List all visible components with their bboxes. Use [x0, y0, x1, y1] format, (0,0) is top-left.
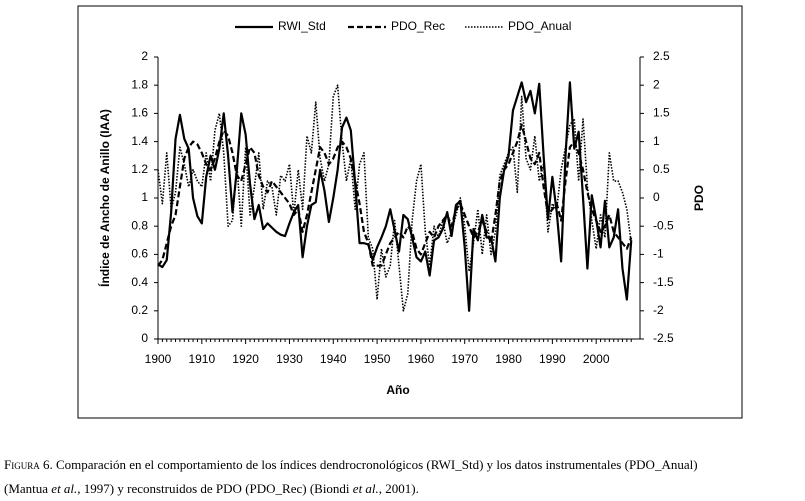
y-tick-label: 2: [141, 49, 148, 63]
x-tick-label: 1900: [145, 352, 172, 366]
series-line: [157, 84, 633, 312]
x-tick-label: 1940: [320, 352, 347, 366]
y2-tick-label: -2: [653, 303, 664, 317]
frame: [77, 5, 743, 419]
y-tick-label: 1: [141, 190, 148, 204]
caption-text: et al.: [353, 481, 379, 496]
y2-tick-label: 1: [653, 134, 660, 148]
legend-label: RWI_Std: [278, 19, 326, 33]
legend-label: PDO_Rec: [391, 19, 445, 33]
x-tick-label: 1910: [188, 352, 215, 366]
caption-text: Figura 6.: [4, 457, 53, 472]
x-tick-label: 1990: [539, 352, 566, 366]
caption-line: Figura 6. Comparación en el comportamien…: [4, 457, 698, 472]
y-tick-label: 1.4: [131, 134, 148, 148]
y2-axis-title: PDO: [692, 185, 706, 211]
y-tick-label: 0: [141, 331, 148, 345]
y-tick-label: 0.8: [131, 218, 148, 232]
x-tick-label: 1960: [408, 352, 435, 366]
legend-label: PDO_Anual: [508, 19, 571, 33]
y2-tick-label: -0.5: [653, 218, 674, 232]
x-tick-label: 1950: [364, 352, 391, 366]
x-axis-title: Año: [386, 383, 409, 397]
caption-text: (Mantua: [4, 481, 51, 496]
caption-text: Comparación en el comportamiento de los …: [53, 457, 698, 472]
y-tick-label: 0.4: [131, 275, 148, 289]
y2-tick-label: 0.5: [653, 162, 670, 176]
x-tick-label: 1980: [495, 352, 522, 366]
y-tick-label: 0.6: [131, 247, 148, 261]
y2-tick-label: -1.5: [653, 275, 674, 289]
y-tick-label: 1.6: [131, 106, 148, 120]
y-tick-label: 1.8: [131, 77, 148, 91]
caption-text: et al.: [51, 481, 77, 496]
x-tick-label: 2000: [583, 352, 610, 366]
y-tick-label: 1.2: [131, 162, 148, 176]
caption-line: (Mantua et al., 1997) y reconstruidos de…: [4, 481, 419, 496]
series-line: [157, 81, 633, 312]
caption-text: , 1997) y reconstruidos de PDO (PDO_Rec)…: [77, 481, 353, 496]
y2-tick-label: -1: [653, 247, 664, 261]
y2-tick-label: 0: [653, 190, 660, 204]
x-tick-label: 1930: [276, 352, 303, 366]
y2-tick-label: 2: [653, 77, 660, 91]
y2-tick-label: -2.5: [653, 331, 674, 345]
y-axis-title: Índice de Ancho de Anillo (IAA): [97, 109, 112, 287]
y-tick-label: 0.2: [131, 303, 148, 317]
x-tick-label: 1970: [451, 352, 478, 366]
y2-tick-label: 2.5: [653, 49, 670, 63]
y2-tick-label: 1.5: [653, 106, 670, 120]
x-tick-label: 1920: [232, 352, 259, 366]
caption-text: , 2001).: [379, 481, 419, 496]
